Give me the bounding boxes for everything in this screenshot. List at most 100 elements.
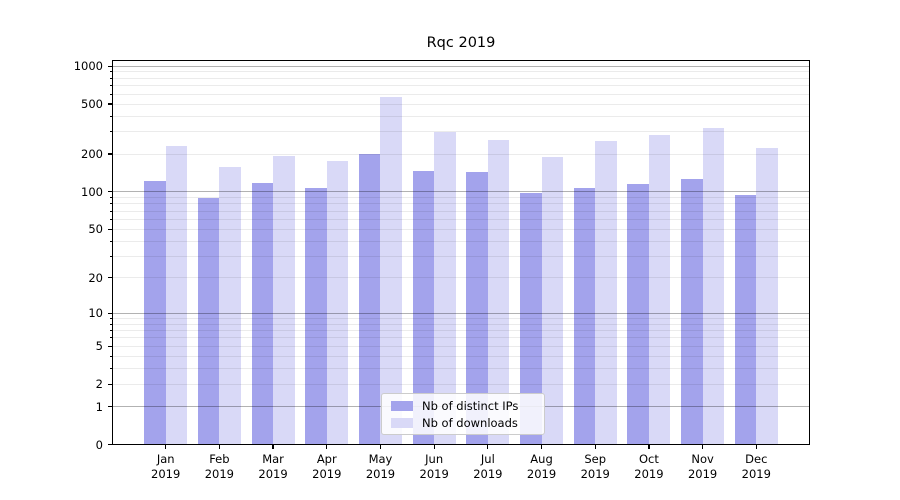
- y-minor-tick-4: [109, 355, 112, 357]
- x-tick-label-aug: Aug 2019: [512, 452, 572, 482]
- y-tick-label-1000: 1000: [73, 59, 103, 74]
- x-tick-label-may: May 2019: [350, 452, 410, 482]
- x-tick-nov: [702, 444, 704, 449]
- y-minor-tick-3: [109, 368, 112, 370]
- gridline-y-800: [112, 77, 810, 79]
- x-tick-label-year: 2019: [312, 466, 342, 481]
- y-minor-tick-90: [109, 196, 112, 198]
- x-tick-feb: [218, 444, 220, 449]
- y-minor-tick-8: [109, 323, 112, 325]
- x-tick-jul: [487, 444, 489, 449]
- x-tick-may: [379, 444, 382, 449]
- y-minor-tick-400: [109, 115, 112, 117]
- gridline-y-100: [112, 191, 810, 193]
- y-minor-tick-70: [109, 210, 112, 212]
- gridline-y-400: [112, 115, 810, 117]
- x-tick-label-apr: Apr 2019: [297, 452, 357, 482]
- y-tick-200: [108, 153, 112, 155]
- y-tick-500: [108, 103, 112, 105]
- x-tick-label-jan: Jan 2019: [136, 452, 196, 482]
- gridline-y-40: [112, 240, 810, 242]
- y-tick-1: [108, 405, 112, 408]
- bar-distinct-ips-oct: [627, 184, 649, 445]
- x-tick-label-year: 2019: [365, 466, 396, 481]
- bar-distinct-ips-jun: [412, 171, 435, 445]
- bar-distinct-ips-dec: [734, 194, 757, 445]
- y-tick-label-50: 50: [88, 222, 103, 237]
- y-minor-tick-6: [109, 337, 112, 339]
- legend-item-distinct-ips: Nb of distinct IPs: [391, 399, 535, 413]
- y-tick-1000: [108, 65, 112, 67]
- y-tick-label-100: 100: [81, 184, 103, 199]
- x-tick-label-dec: Dec 2019: [726, 452, 786, 482]
- y-minor-tick-600: [109, 93, 112, 95]
- bar-downloads-jun: [434, 132, 456, 445]
- bar-downloads-oct: [648, 134, 671, 445]
- y-tick-label-1: 1: [95, 399, 103, 414]
- legend: Nb of distinct IPs Nb of downloads: [381, 393, 545, 435]
- y-tick-5: [108, 345, 112, 347]
- x-tick-label-year: 2019: [258, 466, 288, 481]
- gridline-y-6: [112, 337, 810, 339]
- x-tick-label-year: 2019: [526, 466, 557, 481]
- y-minor-tick-30: [109, 255, 112, 257]
- y-tick-label-500: 500: [81, 97, 103, 112]
- legend-swatch-ips: [391, 400, 413, 411]
- bar-distinct-ips-nov: [681, 179, 703, 445]
- bar-downloads-sep: [595, 141, 617, 445]
- legend-swatch-downloads: [391, 417, 413, 428]
- bar-distinct-ips-sep: [573, 188, 596, 445]
- x-tick-apr: [326, 444, 328, 449]
- y-tick-label-200: 200: [81, 147, 103, 162]
- y-minor-tick-9: [109, 317, 112, 319]
- y-minor-tick-80: [109, 203, 112, 205]
- legend-item-downloads: Nb of downloads: [391, 416, 535, 430]
- bar-downloads-nov: [702, 128, 725, 445]
- y-tick-20: [108, 277, 112, 279]
- y-minor-tick-900: [109, 71, 112, 73]
- bar-distinct-ips-mar: [251, 183, 274, 445]
- y-tick-100: [108, 191, 112, 193]
- x-tick-label-month: Jun: [425, 451, 444, 466]
- bar-downloads-jan: [165, 146, 188, 445]
- gridline-y-5: [112, 345, 810, 347]
- x-tick-label-month: Aug: [530, 451, 553, 466]
- y-tick-50: [108, 228, 112, 230]
- x-tick-label-month: Feb: [209, 451, 230, 466]
- bar-downloads-feb: [219, 167, 241, 445]
- y-tick-label-20: 20: [88, 270, 103, 285]
- gridline-y-20: [112, 277, 810, 279]
- bar-distinct-ips-jan: [144, 181, 166, 445]
- gridline-y-3: [112, 368, 810, 370]
- chart-title: Rqc 2019: [426, 35, 496, 51]
- x-tick-sep: [594, 444, 596, 449]
- bar-downloads-apr: [326, 160, 349, 445]
- gridline-y-300: [112, 131, 810, 133]
- gridline-y-200: [112, 153, 810, 155]
- y-tick-label-5: 5: [95, 339, 103, 354]
- x-tick-aug: [540, 444, 543, 449]
- x-tick-jan: [165, 444, 167, 449]
- x-tick-label-month: Oct: [638, 451, 659, 466]
- gridline-y-2: [112, 383, 810, 385]
- gridline-y-10: [112, 312, 810, 314]
- y-minor-tick-60: [109, 218, 112, 220]
- bar-distinct-ips-aug: [520, 193, 542, 445]
- gridline-y-50: [112, 228, 810, 230]
- bar-downloads-may: [380, 97, 402, 445]
- gridline-y-90: [112, 196, 810, 198]
- x-tick-label-sep: Sep 2019: [565, 452, 625, 482]
- bar-distinct-ips-apr: [305, 188, 327, 445]
- x-tick-label-mar: Mar 2019: [243, 452, 303, 482]
- x-tick-label-jun: Jun 2019: [404, 452, 464, 482]
- x-tick-label-month: Sep: [584, 451, 607, 466]
- y-minor-tick-40: [109, 240, 112, 242]
- gridline-y-4: [112, 355, 810, 357]
- gridline-y-8: [112, 323, 810, 325]
- x-tick-oct: [648, 444, 650, 449]
- y-minor-tick-700: [109, 85, 112, 87]
- x-tick-label-nov: Nov 2019: [673, 452, 733, 482]
- gridline-y-1000: [112, 65, 810, 67]
- gridline-y-7: [112, 330, 810, 332]
